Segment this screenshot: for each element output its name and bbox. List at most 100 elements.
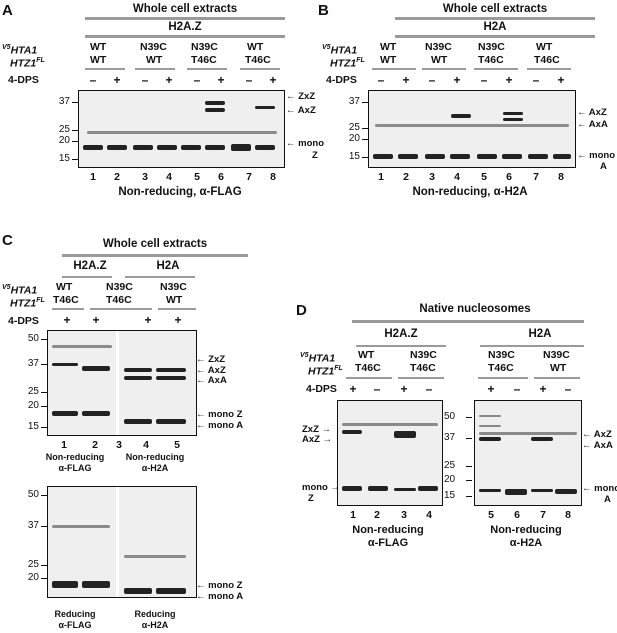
sign: – — [428, 73, 436, 87]
panel-a-subheader: H2A.Z — [168, 21, 202, 33]
mw-marker: 20 — [27, 400, 39, 411]
lane-number: 6 — [218, 171, 224, 183]
arrow-label-monoa: ← mono A — [196, 591, 244, 602]
panel-b-dps-label: 4-DPS — [326, 74, 357, 86]
divider-bar — [422, 68, 466, 70]
panel-c-bcap-left: Reducing α-FLAG — [54, 609, 96, 630]
lane-number: 5 — [481, 171, 487, 183]
band — [156, 376, 186, 380]
band — [205, 101, 225, 105]
lane-number: 8 — [565, 509, 571, 521]
panel-c-strain-bottom: T46C — [53, 294, 79, 306]
band — [82, 581, 110, 588]
panel-d-label: D — [296, 302, 307, 319]
arrow-label-mono: ← mono — [286, 138, 324, 149]
lane-number: 6 — [506, 171, 512, 183]
mw-tick — [72, 130, 78, 131]
lane-number: 3 — [142, 171, 148, 183]
panel-b-strain-bottom: T46C — [534, 54, 560, 66]
panel-d-dps-label: 4-DPS — [306, 383, 337, 395]
band — [479, 437, 501, 441]
lane-number: 1 — [61, 439, 67, 451]
sign: + — [539, 382, 547, 396]
band — [394, 488, 416, 491]
panel-c-strain-bottom: WT — [166, 294, 183, 306]
divider-bar — [158, 308, 196, 310]
arrow-label-monoa: ← mono A — [196, 420, 244, 431]
band — [83, 145, 103, 150]
divider-bar — [135, 68, 175, 70]
band — [502, 154, 522, 159]
sign: – — [245, 73, 253, 87]
panel-a-strain-bottom: T46C — [245, 54, 271, 66]
mw-marker: 15 — [444, 490, 456, 501]
sign: – — [425, 382, 433, 396]
faint-band — [479, 415, 501, 417]
lane-number: 1 — [350, 509, 356, 521]
divider-bar — [534, 377, 580, 379]
band — [255, 106, 275, 109]
panel-b-strain-top: WT — [380, 41, 397, 53]
sign: + — [92, 313, 100, 327]
mw-tick — [41, 339, 47, 340]
arrow-label-axa: ← AxA — [196, 375, 227, 386]
arrow-label-axz: ← AxZ — [577, 107, 607, 118]
divider-bar — [372, 68, 416, 70]
mw-tick — [466, 480, 472, 481]
lane-gap — [116, 487, 119, 597]
band — [107, 145, 127, 150]
band — [231, 144, 251, 151]
panel-a-strain-bottom: WT — [146, 54, 163, 66]
band — [394, 431, 416, 438]
band — [124, 376, 152, 380]
mw-tick — [41, 495, 47, 496]
band — [255, 145, 275, 150]
divider-bar — [352, 320, 584, 323]
sign: – — [141, 73, 149, 87]
divider-bar — [85, 17, 285, 20]
mw-marker: 50 — [444, 411, 456, 422]
panel-c-strain-top: N39C — [106, 281, 133, 293]
panel-c-dps-label: 4-DPS — [8, 315, 39, 327]
mw-marker: 15 — [58, 153, 70, 164]
sign: + — [453, 73, 461, 87]
sign: – — [89, 73, 97, 87]
mw-marker: 15 — [27, 421, 39, 432]
band — [342, 486, 362, 491]
lane-number: 3 — [116, 439, 122, 451]
lane-number: 4 — [426, 509, 432, 521]
panel-a-strain-top: N39C — [191, 41, 218, 53]
lane-number: 3 — [401, 509, 407, 521]
mw-tick — [466, 438, 472, 439]
mw-marker: 37 — [348, 96, 360, 107]
band — [425, 154, 445, 159]
panel-b-label: B — [318, 2, 329, 19]
band — [398, 154, 418, 159]
sign: + — [63, 313, 71, 327]
band — [373, 154, 393, 159]
divider-bar — [62, 276, 112, 278]
arrow-label-axz: ← AxZ — [196, 365, 226, 376]
mw-tick — [72, 159, 78, 160]
sign: + — [557, 73, 565, 87]
divider-bar — [187, 68, 227, 70]
panel-a-blot — [78, 90, 285, 168]
sign: – — [480, 73, 488, 87]
panel-c-header: Whole cell extracts — [102, 238, 208, 250]
faint-band — [87, 131, 277, 134]
lane-number: 8 — [270, 171, 276, 183]
sign: – — [373, 382, 381, 396]
lane-number: 3 — [429, 171, 435, 183]
mw-marker: 20 — [27, 572, 39, 583]
panel-d-header: Native nucleosomes — [419, 303, 531, 315]
arrow-label-mono: mono → — [302, 482, 340, 493]
mw-tick — [466, 417, 472, 418]
panel-c-cap-left: Non-reducing α-FLAG — [45, 452, 105, 473]
divider-bar — [398, 377, 444, 379]
panel-c-row-label-2: HTZ1FL — [10, 297, 45, 310]
mw-marker: 15 — [348, 151, 360, 162]
lane-gap — [116, 331, 119, 435]
panel-d-sub-right: H2A — [528, 328, 552, 340]
lane-number: 1 — [90, 171, 96, 183]
panel-b-row-label-1: V5HTA1 — [322, 44, 358, 57]
